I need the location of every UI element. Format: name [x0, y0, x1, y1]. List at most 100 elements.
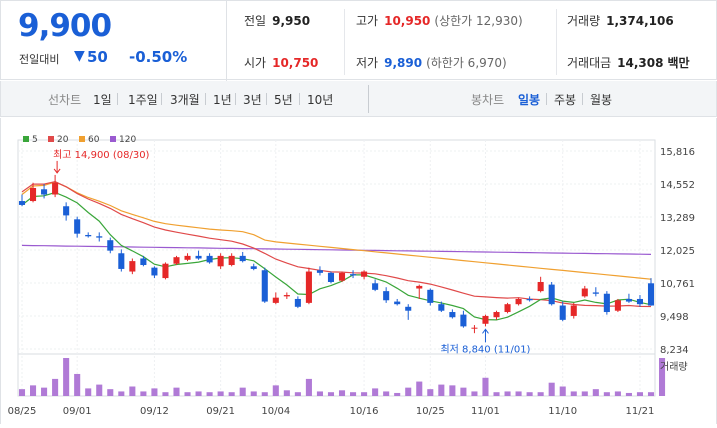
volume-bar: [239, 387, 246, 396]
upper-limit: (상한가 12,930): [434, 14, 523, 28]
period-3m[interactable]: 3개월: [170, 93, 200, 107]
change-percent: -0.50%: [129, 48, 188, 66]
period-5y[interactable]: 5년: [274, 93, 293, 107]
x-tick-label: 10/25: [416, 406, 445, 417]
candle-body: [52, 182, 59, 195]
candle-daily[interactable]: 일봉: [518, 93, 541, 107]
volume-bar: [195, 391, 202, 396]
volume-bar: [581, 391, 588, 396]
down-arrow-icon: ▼: [74, 48, 85, 64]
volume-bar: [228, 392, 235, 396]
divider: [235, 93, 236, 105]
volume-bar: [250, 391, 257, 396]
candlestick-chart: 15,816 14,552 13,289 12,025 10,761 9,498 8,234…: [8, 135, 695, 417]
min-annotation: 최저 8,840 (11/01): [440, 343, 530, 355]
divider: [344, 9, 345, 75]
ma-line-60: [21, 181, 652, 280]
period-1y[interactable]: 1년: [213, 93, 232, 107]
candle-body: [294, 298, 301, 307]
candle-body: [405, 306, 412, 311]
stat-value: 9,950: [272, 14, 311, 28]
legend-label: 60: [88, 135, 100, 145]
divider: [117, 93, 118, 105]
divider: [266, 93, 267, 105]
candle-body: [173, 257, 180, 264]
period-3y[interactable]: 3년: [243, 93, 262, 107]
volume-bar: [272, 385, 279, 396]
legend-label: 20: [57, 135, 69, 145]
current-price: 9,900: [18, 8, 112, 44]
volume-bar: [140, 391, 147, 396]
min-arrowhead-icon: [482, 328, 489, 334]
y-tick-label: 8,234: [660, 345, 689, 356]
max-arrowhead-icon: [53, 168, 61, 174]
stat-value: 14,308: [617, 56, 664, 70]
volume-bar: [537, 392, 544, 396]
volume-bar: [30, 385, 37, 396]
x-tick-label: 08/25: [8, 406, 37, 417]
period-1w[interactable]: 1주일: [128, 93, 158, 107]
candle-body: [361, 271, 368, 277]
candle-body: [460, 314, 467, 327]
volume-bar: [96, 384, 103, 396]
candle-body: [206, 255, 213, 263]
candle-body: [85, 234, 92, 237]
volume-bar: [305, 378, 312, 396]
legend-swatch: [110, 136, 116, 142]
plot-frame: [17, 139, 656, 397]
volume-bar: [107, 389, 114, 396]
candle-body: [614, 300, 621, 311]
candle-body: [162, 263, 169, 279]
candle-body: [350, 274, 357, 276]
candle-body: [526, 298, 533, 301]
volume-bar: [504, 391, 511, 396]
open-stat: 시가 10,750: [244, 54, 318, 71]
candle-body: [74, 219, 81, 234]
candle-body: [383, 291, 390, 301]
volume-bar: [614, 391, 621, 396]
turnover-stat: 거래대금 14,308 백만: [567, 54, 690, 71]
candle-body: [217, 255, 224, 267]
volume-bar: [493, 392, 500, 396]
candle-body: [316, 270, 323, 273]
volume-bar: [449, 385, 456, 396]
volume-bar: [52, 378, 59, 396]
volume-bar: [361, 392, 368, 396]
volume-bar: [659, 358, 666, 396]
volume-bar: [559, 386, 566, 396]
candle-body: [327, 272, 335, 282]
volume-bar: [151, 388, 158, 396]
volume-bar: [338, 390, 346, 396]
candle-body: [96, 236, 103, 238]
candle-body: [30, 187, 37, 202]
stat-value: 1,374,106: [606, 14, 674, 28]
candle-weekly[interactable]: 주봉: [554, 93, 577, 107]
volume-bar: [515, 391, 522, 396]
volume-bar: [294, 392, 301, 396]
divider: [582, 93, 583, 105]
change-value: 50: [87, 48, 108, 66]
volume-bar: [173, 387, 180, 396]
volume-bar: [548, 382, 555, 396]
volume-bar: [405, 387, 412, 396]
ma-line-20: [21, 180, 652, 308]
volume-bar: [85, 388, 92, 396]
volume-bar: [162, 392, 169, 396]
volume-label: 거래량: [660, 361, 688, 373]
volume-bar: [636, 392, 643, 396]
candle-body: [261, 270, 268, 302]
candle-body: [394, 301, 401, 305]
period-1d[interactable]: 1일: [93, 93, 112, 107]
candle-body: [482, 315, 489, 324]
x-tick-label: 09/12: [140, 406, 169, 417]
candle-body: [272, 297, 279, 303]
volume-bar: [438, 384, 445, 396]
candle-monthly[interactable]: 월봉: [590, 93, 613, 107]
candle-body: [427, 289, 434, 303]
candle-body: [603, 293, 610, 313]
volume-bar: [570, 391, 577, 396]
period-10y[interactable]: 10년: [307, 93, 334, 107]
divider: [161, 93, 162, 105]
divider: [299, 93, 300, 105]
legend-swatch: [79, 136, 85, 142]
